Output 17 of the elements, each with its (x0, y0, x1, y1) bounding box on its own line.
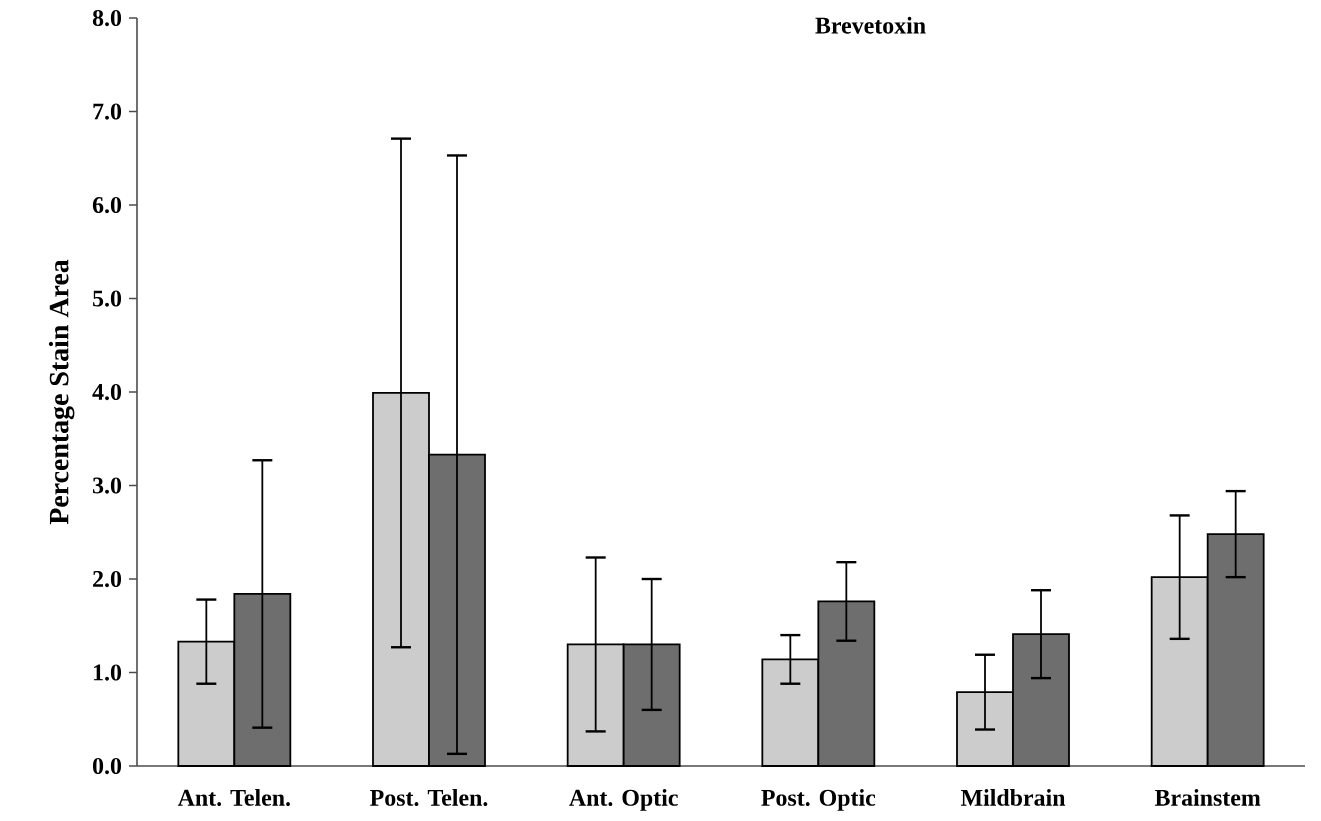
x-tick-label: Ant. Optic (569, 789, 678, 811)
y-tick-label: 5.0 (93, 290, 122, 307)
x-tick-label: Post. Telen. (370, 789, 488, 806)
y-tick-label: 0.0 (92, 757, 122, 775)
x-tick-label: Ant. Telen. (177, 789, 290, 806)
y-tick-label: 3.0 (92, 477, 122, 494)
x-tick-label: Brainstem (1154, 789, 1261, 806)
y-tick-label: 8.0 (92, 9, 122, 27)
y-tick-label: 4.0 (92, 383, 122, 401)
y-tick-label: 2.0 (93, 570, 122, 588)
y-tick-label: 6.0 (92, 196, 122, 214)
y-tick-label: 7.0 (93, 103, 122, 120)
y-tick-label: 1.0 (93, 664, 122, 681)
chart-title: Brevetoxin (815, 16, 926, 34)
x-tick-label: Post. Optic (761, 789, 876, 811)
x-tick-label: Mildbrain (960, 789, 1066, 806)
y-axis-title: Percentage Stain Area (48, 259, 75, 525)
